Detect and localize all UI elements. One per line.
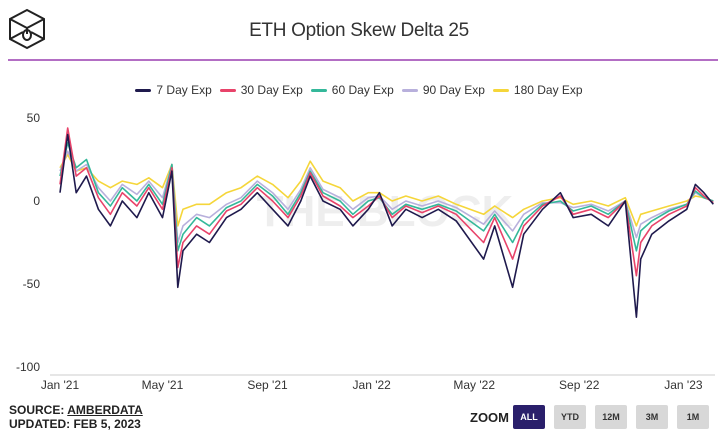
x-tick-label: Jan '22 <box>353 378 392 392</box>
y-tick-label: 50 <box>27 111 41 125</box>
y-tick-label: -50 <box>23 277 41 291</box>
series-line-180-day-exp <box>59 153 714 227</box>
legend-swatch <box>310 89 327 93</box>
legend-swatch <box>401 89 418 93</box>
zoom-12m-button[interactable]: 12M <box>595 405 627 429</box>
x-tick-label: Sep '22 <box>559 378 600 392</box>
zoom-label: ZOOM <box>470 410 509 425</box>
legend-item[interactable]: 90 Day Exp <box>401 83 485 97</box>
zoom-all-button[interactable]: ALL <box>513 405 545 429</box>
legend-label: 30 Day Exp <box>240 83 303 97</box>
legend-label: 180 Day Exp <box>513 83 583 97</box>
source-link[interactable]: AMBERDATA <box>67 403 143 417</box>
legend-item[interactable]: 30 Day Exp <box>219 83 303 97</box>
zoom-3m-button[interactable]: 3M <box>636 405 668 429</box>
legend-label: 60 Day Exp <box>331 83 394 97</box>
zoom-1m-button[interactable]: 1M <box>677 405 709 429</box>
title-divider <box>8 59 718 61</box>
legend-item[interactable]: 60 Day Exp <box>310 83 394 97</box>
updated-date: UPDATED: FEB 5, 2023 <box>9 417 141 431</box>
legend: 7 Day Exp 30 Day Exp 60 Day Exp 90 Day Exp 1… <box>0 83 718 97</box>
legend-swatch <box>492 89 509 93</box>
x-tick-label: May '21 <box>142 378 184 392</box>
y-tick-label: 0 <box>33 194 40 208</box>
x-tick-label: Sep '21 <box>247 378 288 392</box>
the-block-logo-icon <box>9 8 45 50</box>
source-label: SOURCE: <box>9 403 68 417</box>
legend-swatch <box>135 89 152 93</box>
series-line-7-day-exp <box>59 133 714 318</box>
footer: SOURCE: AMBERDATA UPDATED: FEB 5, 2023 <box>9 403 143 431</box>
legend-item[interactable]: 180 Day Exp <box>492 83 583 97</box>
x-tick-label: Jan '21 <box>41 378 80 392</box>
legend-label: 90 Day Exp <box>422 83 485 97</box>
chart-title: ETH Option Skew Delta 25 <box>249 20 469 41</box>
x-tick-label: May '22 <box>453 378 495 392</box>
legend-label: 7 Day Exp <box>156 83 212 97</box>
source-line: SOURCE: AMBERDATA <box>9 403 143 417</box>
y-tick-label: -100 <box>16 360 40 374</box>
x-tick-label: Jan '23 <box>664 378 703 392</box>
legend-item[interactable]: 7 Day Exp <box>135 83 212 97</box>
zoom-ytd-button[interactable]: YTD <box>554 405 586 429</box>
legend-swatch <box>219 89 236 93</box>
